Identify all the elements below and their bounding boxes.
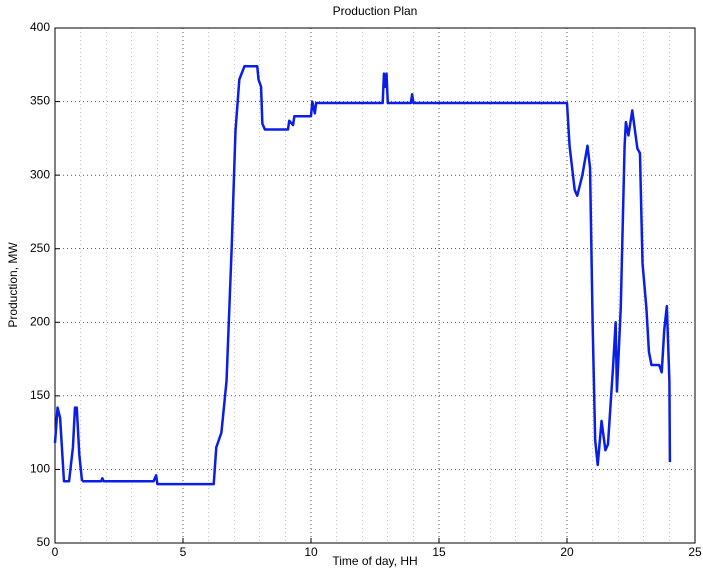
x-axis-label: Time of day, HH — [332, 554, 417, 568]
y-tick-label: 350 — [30, 94, 50, 108]
y-tick-label: 50 — [37, 535, 51, 549]
y-tick-label: 150 — [30, 388, 50, 402]
x-tick-label: 0 — [52, 545, 59, 559]
y-axis-label: Production, MW — [6, 242, 20, 328]
x-tick-label: 20 — [560, 545, 574, 559]
y-tick-label: 400 — [30, 20, 50, 34]
y-tick-label: 200 — [30, 314, 50, 328]
chart-title: Production Plan — [333, 4, 418, 18]
line — [53, 65, 672, 486]
x-tick-label: 10 — [304, 545, 318, 559]
y-tick-label: 250 — [30, 241, 50, 255]
x-tick-label: 15 — [432, 545, 446, 559]
x-tick-label: 5 — [180, 545, 187, 559]
x-tick-label: 25 — [688, 545, 702, 559]
y-tick-label: 100 — [30, 462, 50, 476]
plot-frame — [54, 27, 696, 544]
y-tick-label: 300 — [30, 167, 50, 181]
